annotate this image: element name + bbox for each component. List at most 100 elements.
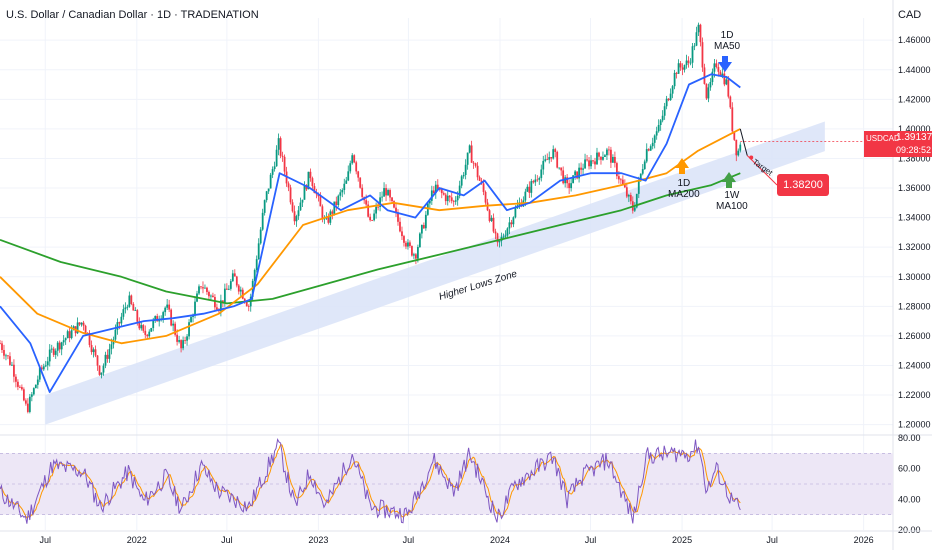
candle-body bbox=[554, 149, 557, 152]
candle-body bbox=[514, 208, 517, 218]
candle-body bbox=[454, 200, 457, 202]
candle-body bbox=[679, 63, 682, 68]
time-axis-tick: Jul bbox=[766, 535, 778, 545]
price-axis-tick: 1.40000 bbox=[898, 124, 931, 134]
candle-body bbox=[540, 169, 543, 179]
last-price: 1.39137 bbox=[896, 132, 932, 143]
candle-body bbox=[464, 164, 467, 175]
candle-body bbox=[0, 343, 1, 345]
ma100-weekly-line bbox=[0, 172, 741, 305]
candle-body bbox=[643, 161, 646, 170]
candle-body bbox=[409, 242, 411, 247]
candle-body bbox=[536, 179, 539, 181]
candle-body bbox=[76, 322, 79, 334]
candle-body bbox=[665, 98, 668, 107]
candle-body bbox=[351, 155, 354, 164]
candle-body bbox=[108, 349, 111, 359]
candle-body bbox=[96, 355, 99, 366]
candle-body bbox=[102, 365, 105, 373]
candle-body bbox=[265, 191, 268, 201]
ma100-arrow-icon bbox=[722, 172, 736, 188]
candle-body bbox=[22, 389, 25, 401]
candle-body bbox=[148, 331, 151, 337]
candle-body bbox=[659, 120, 662, 125]
candle-body bbox=[164, 307, 167, 313]
bar-countdown: 09:28:52 bbox=[896, 145, 932, 155]
candle-body bbox=[198, 286, 200, 294]
candle-body bbox=[174, 323, 177, 335]
candle-body bbox=[558, 167, 561, 169]
candle-body bbox=[685, 60, 688, 66]
candle-body bbox=[353, 155, 356, 163]
candle-body bbox=[600, 156, 602, 160]
candle-body bbox=[233, 273, 236, 277]
candle-body bbox=[472, 162, 475, 164]
candle-body bbox=[707, 87, 710, 99]
price-axis-tick: 1.20000 bbox=[898, 420, 931, 430]
candle-body bbox=[705, 83, 708, 99]
candle-body bbox=[614, 156, 616, 164]
candle-body bbox=[329, 211, 332, 223]
candle-body bbox=[5, 355, 7, 357]
candle-body bbox=[534, 179, 537, 183]
candle-body bbox=[510, 222, 513, 225]
price-axis-tick: 1.42000 bbox=[898, 94, 931, 104]
candle-body bbox=[592, 160, 594, 162]
candle-body bbox=[436, 184, 439, 190]
candle-body bbox=[703, 67, 706, 84]
candle-body bbox=[369, 216, 372, 221]
ma200-name: MA200 bbox=[668, 189, 700, 200]
candle-body bbox=[235, 276, 238, 286]
price-axis-tick: 1.26000 bbox=[898, 331, 931, 341]
candle-body bbox=[548, 157, 551, 160]
ma50-daily-line bbox=[0, 73, 741, 393]
candle-body bbox=[689, 62, 692, 64]
candle-body bbox=[291, 202, 294, 212]
candle-body bbox=[594, 161, 596, 165]
candle-body bbox=[512, 217, 515, 225]
candle-body bbox=[617, 176, 620, 180]
candle-body bbox=[94, 349, 97, 356]
candle-body bbox=[695, 32, 698, 46]
candle-body bbox=[98, 365, 101, 375]
candle-body bbox=[50, 348, 53, 350]
candle-body bbox=[490, 217, 493, 221]
candle-body bbox=[158, 319, 161, 322]
candle-body bbox=[9, 356, 11, 365]
candle-body bbox=[596, 152, 598, 165]
candle-body bbox=[227, 288, 230, 290]
ma100w-label: 1W MA100 bbox=[716, 190, 748, 212]
candle-body bbox=[713, 63, 716, 72]
candle-body bbox=[619, 179, 622, 181]
ma100w-timeframe: 1W bbox=[724, 190, 740, 201]
candle-body bbox=[576, 171, 578, 179]
candle-body bbox=[526, 186, 529, 192]
candle-body bbox=[615, 163, 618, 177]
candle-body bbox=[208, 291, 210, 297]
currency-label: CAD bbox=[898, 9, 922, 21]
rsi-line bbox=[0, 438, 741, 524]
candle-body bbox=[138, 321, 141, 329]
candle-body bbox=[279, 138, 282, 156]
candle-body bbox=[391, 197, 393, 202]
candle-body bbox=[442, 193, 445, 195]
candle-body bbox=[283, 156, 286, 172]
candle-body bbox=[405, 242, 407, 247]
candle-body bbox=[681, 67, 684, 70]
candle-body bbox=[438, 189, 441, 190]
candle-body bbox=[625, 187, 628, 197]
candle-body bbox=[116, 322, 119, 330]
candle-body bbox=[733, 131, 736, 140]
candle-body bbox=[456, 195, 459, 201]
candle-body bbox=[572, 175, 575, 184]
candle-body bbox=[739, 144, 742, 151]
price-axis-tick: 1.30000 bbox=[898, 272, 931, 282]
price-axis-tick: 1.36000 bbox=[898, 183, 931, 193]
candle-body bbox=[349, 163, 352, 172]
candle-body bbox=[58, 342, 61, 350]
candle-body bbox=[120, 316, 123, 324]
candle-body bbox=[397, 212, 399, 222]
candle-body bbox=[40, 367, 43, 370]
